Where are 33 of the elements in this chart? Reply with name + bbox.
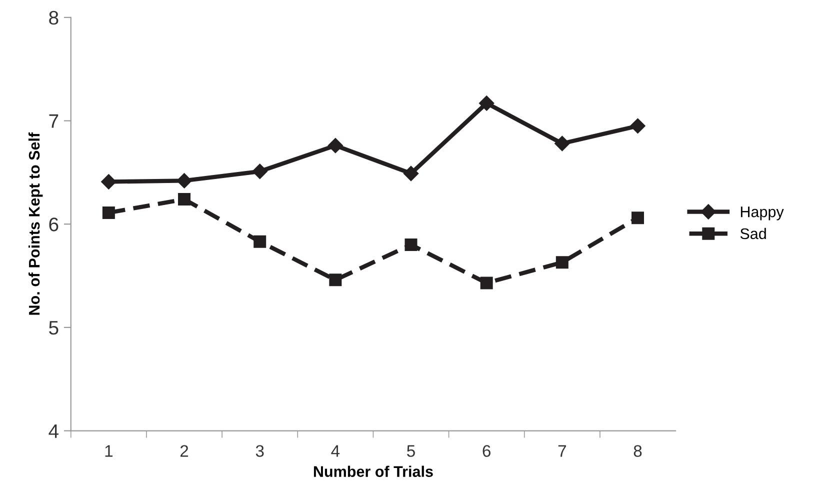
legend-label: Sad [740,228,766,240]
y-axis-title: No. of Points Kept to Self [28,132,43,315]
y-tick-label: 6 [49,218,58,232]
point [554,136,570,152]
point [632,212,644,224]
point [403,166,419,182]
y-tick-label: 7 [49,114,58,128]
point [404,238,418,252]
point [480,276,493,290]
x-tick-label: 7 [558,445,566,457]
x-tick-label: 3 [256,445,264,457]
point [252,164,268,179]
x-tick-label: 8 [634,445,642,457]
point [479,96,494,111]
point [556,256,568,269]
point [101,174,116,190]
y-tick-label: 8 [49,10,58,25]
x-tick-label: 4 [331,445,340,457]
legend-label: Happy [740,206,784,220]
point [178,193,191,206]
point [254,235,266,248]
x-tick-label: 5 [407,445,415,457]
y-tick-label: 4 [48,424,59,438]
x-tick-label: 1 [105,445,112,457]
point [176,173,192,188]
point [102,206,115,219]
point [328,138,343,154]
x-tick-label: 2 [180,445,188,457]
x-axis-title: Number of Trials [314,466,433,477]
x-tick-label: 6 [482,445,490,457]
y-tick-label: 5 [49,321,58,335]
point [329,274,342,286]
point [630,118,646,134]
